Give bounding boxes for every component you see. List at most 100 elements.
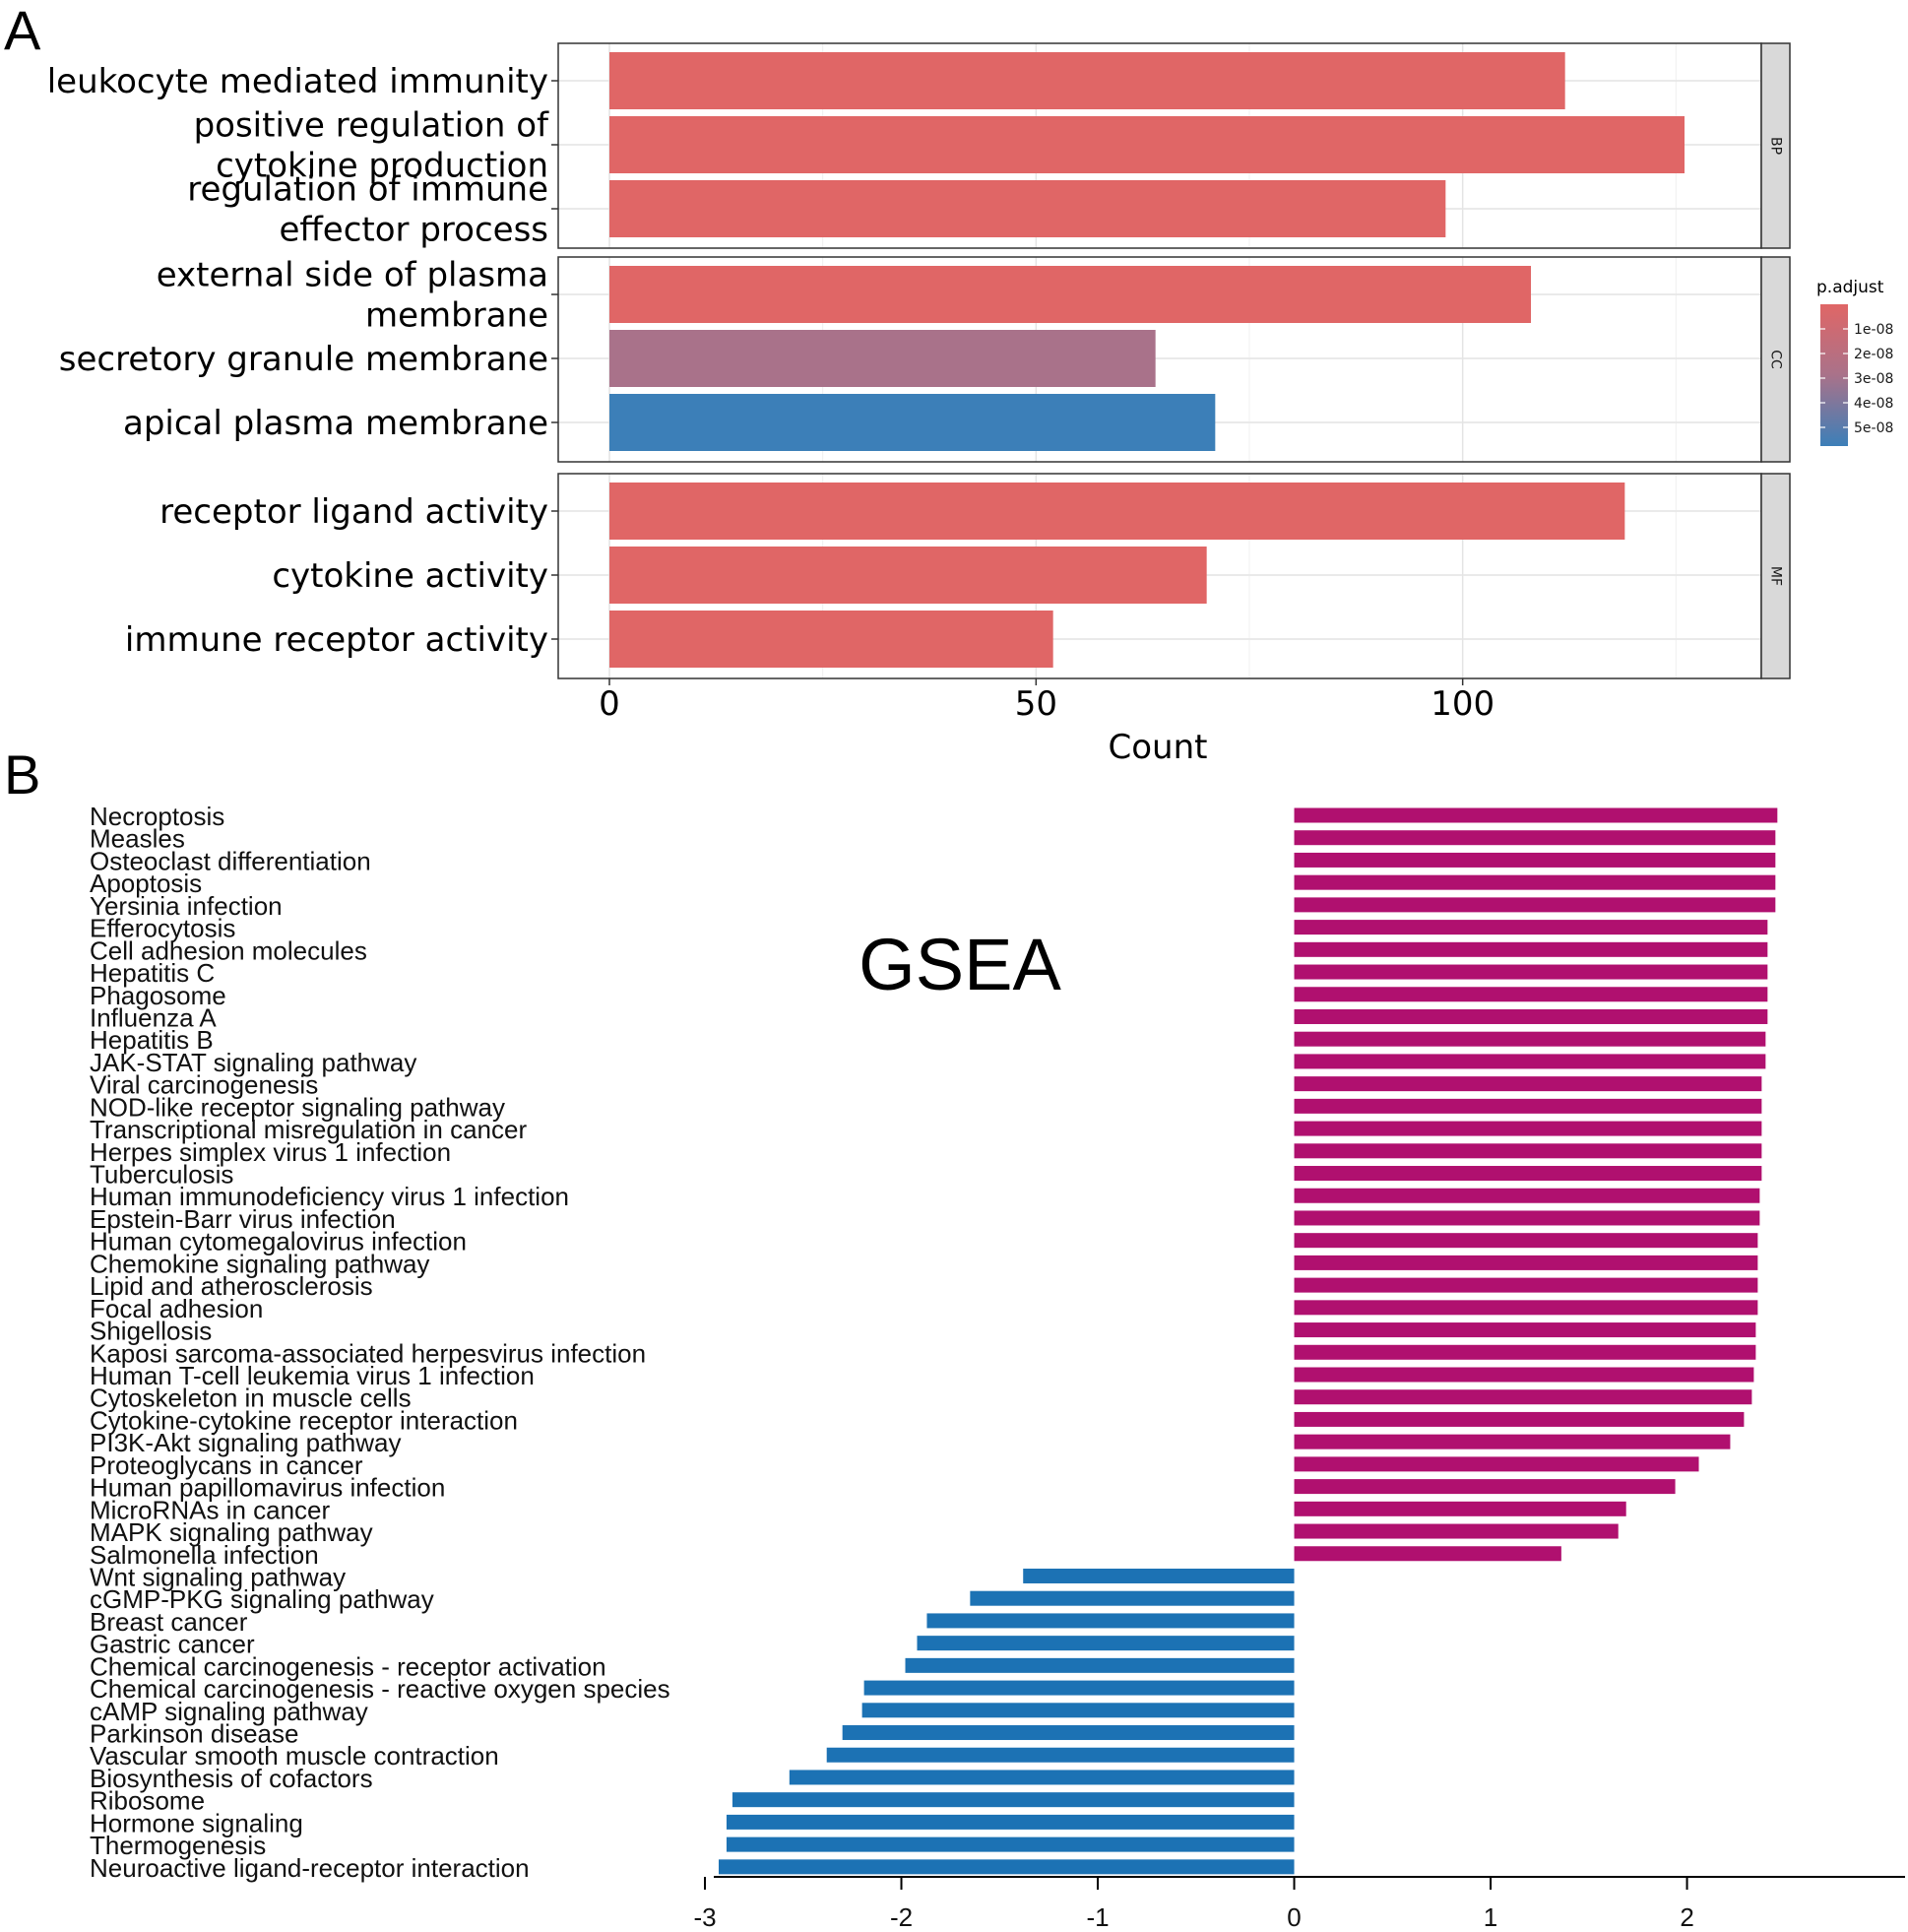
bar-human-immunodeficiency-virus-1-infection [1294,1188,1760,1203]
x-tick-label: 0 [599,684,620,724]
bar-regulation-of-immune-effector-process [609,180,1446,237]
pathway-label-yersinia-infection: Yersinia infection [90,891,283,921]
bar-herpes-simplex-virus-1-infection [1294,1143,1762,1159]
pathway-label-necroptosis: Necroptosis [90,802,224,831]
x-tick-label: 1 [1484,1902,1497,1932]
bar-proteoglycans-in-cancer [1294,1456,1699,1472]
bar-wnt-signaling-pathway [1023,1568,1295,1583]
bar-pi3k-akt-signaling-pathway [1294,1434,1731,1449]
pathway-label-tuberculosis: Tuberculosis [90,1160,233,1190]
y-axis-labels: leukocyte mediated immunity positive regu… [47,62,558,660]
bar-vascular-smooth-muscle-contraction [826,1747,1295,1763]
bar-cytoskeleton-in-muscle-cells [1294,1389,1752,1405]
pathway-label-cytokine-cytokine-receptor-interaction: Cytokine-cytokine receptor interaction [90,1405,518,1435]
pathway-label-focal-adhesion: Focal adhesion [90,1294,263,1323]
pathway-label-human-immunodeficiency-virus-1-infection: Human immunodeficiency virus 1 infection [90,1182,569,1211]
bar-camp-signaling-pathway [861,1703,1295,1718]
bar-human-papillomavirus-infection [1294,1479,1676,1495]
pathway-label-efferocytosis: Efferocytosis [90,914,235,943]
bar-cytokine-cytokine-receptor-interaction [1294,1411,1745,1427]
pathway-label-gastric-cancer: Gastric cancer [90,1630,255,1659]
panel-label-a: A [4,0,41,61]
x-tick-label: 100 [1431,684,1495,724]
bar-chemokine-signaling-pathway [1294,1255,1758,1270]
bars-layer [609,52,1685,668]
x-tick-label: 2 [1680,1902,1693,1932]
bar-influenza-a [1294,1008,1768,1024]
pathway-label-proteoglycans-in-cancer: Proteoglycans in cancer [90,1450,363,1480]
bar-yersinia-infection [1294,897,1776,913]
pathway-label-biosynthesis-of-cofactors: Biosynthesis of cofactors [90,1764,373,1793]
pathway-label-ribosome: Ribosome [90,1786,205,1816]
x-tick-label: 50 [1015,684,1057,724]
bar-thermogenesis [726,1836,1295,1852]
y-label-regulation-of-immune-effector-process: effector process [279,211,548,250]
bar-apoptosis [1294,874,1776,890]
pathway-label-hormone-signaling: Hormone signaling [90,1808,303,1837]
bar-cell-adhesion-molecules [1294,941,1768,957]
pathway-label-influenza-a: Influenza A [90,1002,217,1032]
bar-viral-carcinogenesis [1294,1076,1762,1092]
bar-epstein-barr-virus-infection [1294,1210,1760,1226]
pathway-label-hepatitis-c: Hepatitis C [90,958,215,988]
bar-chemical-carcinogenesis-receptor-activation [905,1657,1295,1673]
bar-chemical-carcinogenesis-reactive-oxygen-species [863,1680,1295,1696]
bar-hepatitis-c [1294,964,1768,980]
pathway-label-chemical-carcinogenesis-receptor-activation: Chemical carcinogenesis - receptor activ… [90,1651,606,1681]
pathway-label-salmonella-infection: Salmonella infection [90,1540,319,1570]
pathway-label-human-cytomegalovirus-infection: Human cytomegalovirus infection [90,1227,467,1256]
legend-colorbar [1820,304,1848,446]
legend-title: p.adjust [1816,278,1884,297]
facet-strip-cc [1760,256,1791,463]
legend-label: 3e-08 [1854,371,1893,387]
facet-strip-bp [1760,42,1791,249]
bar-measles [1294,830,1776,846]
pathway-label-jak-stat-signaling-pathway: JAK-STAT signaling pathway [90,1048,416,1077]
pathway-label-lipid-and-atherosclerosis: Lipid and atherosclerosis [90,1271,373,1301]
bar-parkinson-disease [842,1725,1295,1741]
bar-osteoclast-differentiation [1294,852,1776,868]
bar-human-cytomegalovirus-infection [1294,1233,1758,1249]
x-axis: 0 50 100 [599,678,1495,724]
pathway-label-apoptosis: Apoptosis [90,869,202,898]
pathway-label-cell-adhesion-molecules: Cell adhesion molecules [90,935,367,965]
pathway-label-phagosome: Phagosome [90,981,226,1010]
pathway-label-cytoskeleton-in-muscle-cells: Cytoskeleton in muscle cells [90,1384,412,1413]
pathway-label-cgmp-pkg-signaling-pathway: cGMP-PKG signaling pathway [90,1584,434,1614]
bar-salmonella-infection [1294,1546,1561,1562]
y-label-leukocyte-mediated-immunity: leukocyte mediated immunity [47,62,548,101]
y-label-external-side-of-plasma-membrane: external side of plasma [157,256,548,295]
bar-apical-plasma-membrane [609,394,1216,451]
x-tick-label: -3 [693,1902,716,1932]
y-label-positive-regulation-of-cytokine-production: positive regulation of [194,106,549,146]
x-axis: -3 -2 -1 0 1 2 [693,1876,1905,1932]
pathway-label-neuroactive-ligand-receptor-interaction: Neuroactive ligand-receptor interaction [90,1853,530,1883]
bar-jak-stat-signaling-pathway [1294,1054,1766,1069]
pathway-label-transcriptional-misregulation-in-cancer: Transcriptional misregulation in cancer [90,1115,527,1144]
y-label-secretory-granule-membrane: secretory granule membrane [59,340,548,379]
legend-label: 2e-08 [1854,347,1893,362]
pathway-label-epstein-barr-virus-infection: Epstein-Barr virus infection [90,1204,396,1234]
pathway-label-nod-like-receptor-signaling-pathway: NOD-like receptor signaling pathway [90,1092,505,1122]
y-label-positive-regulation-of-cytokine-production: cytokine production [216,147,548,186]
y-label-immune-receptor-activity: immune receptor activity [125,620,548,660]
pathway-label-osteoclast-differentiation: Osteoclast differentiation [90,846,371,875]
pathway-label-shigellosis: Shigellosis [90,1317,212,1346]
bar-necroptosis [1294,807,1778,823]
bar-external-side-of-plasma-membrane [609,266,1531,323]
bar-gastric-cancer [917,1636,1295,1651]
x-axis-title: Count [1109,728,1208,767]
pathway-label-chemical-carcinogenesis-reactive-oxygen-species: Chemical carcinogenesis - reactive oxyge… [90,1674,670,1704]
panel-label-b: B [4,743,40,805]
bar-kaposi-sarcoma-associated-herpesvirus-infection [1294,1344,1756,1360]
bar-cgmp-pkg-signaling-pathway [970,1590,1295,1606]
bar-immune-receptor-activity [609,611,1053,668]
facet-strips: BP CC MF [1760,42,1791,679]
y-label-apical-plasma-membrane: apical plasma membrane [123,404,548,443]
x-tick-label: 0 [1287,1902,1301,1932]
bar-shigellosis [1294,1322,1756,1338]
bar-nod-like-receptor-signaling-pathway [1294,1098,1762,1114]
pathway-label-human-t-cell-leukemia-virus-1-infection: Human T-cell leukemia virus 1 infection [90,1361,535,1390]
facet-strip-mf [1760,473,1791,679]
